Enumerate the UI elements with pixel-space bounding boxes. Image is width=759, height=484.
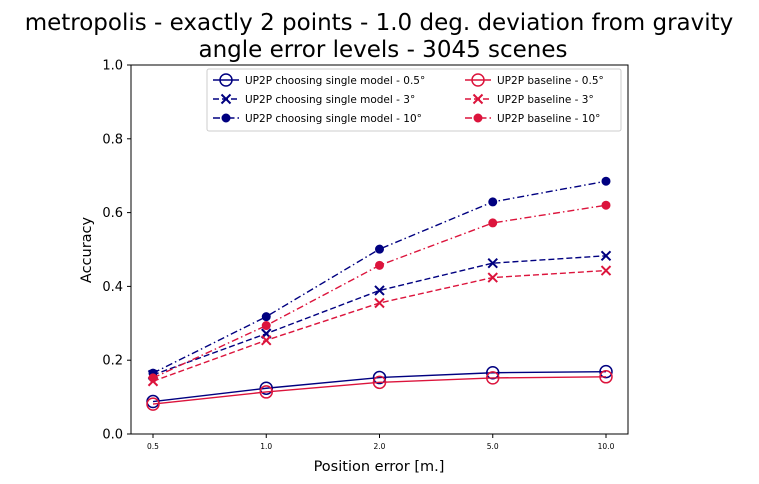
data-point <box>487 272 498 283</box>
data-point <box>146 397 160 411</box>
series-line <box>152 255 607 376</box>
data-point <box>372 375 387 390</box>
data-point <box>599 370 613 384</box>
data-point <box>599 364 613 379</box>
series-line <box>152 370 607 403</box>
y-tick-label: 0.0 <box>102 428 123 443</box>
legend-item: UP2P choosing single model - 3° <box>213 93 415 106</box>
data-point <box>471 73 485 87</box>
data-point <box>487 257 498 269</box>
legend-label: UP2P baseline - 0.5° <box>497 75 604 87</box>
data-point <box>486 365 500 380</box>
y-tick-label: 0.4 <box>102 280 123 295</box>
data-point <box>375 244 384 254</box>
data-point <box>488 197 498 207</box>
legend-item: UP2P choosing single model - 10° <box>213 113 422 125</box>
series-5 <box>148 200 611 383</box>
x-tick-label: 5.0 <box>487 442 499 451</box>
legend-item: UP2P choosing single model - 0.5° <box>213 73 425 87</box>
data-point <box>148 373 158 383</box>
chart-title-line-2: angle error levels - 3045 scenes <box>198 37 567 63</box>
legend-frame <box>206 68 622 132</box>
x-tick-label: 1.0 <box>260 442 272 451</box>
x-tick-label: 2.0 <box>374 442 386 451</box>
data-point <box>261 312 271 322</box>
data-point <box>486 371 500 385</box>
legend: UP2P choosing single model - 0.5° UP2P ch… <box>206 68 622 132</box>
data-point <box>219 73 233 87</box>
data-point <box>374 285 385 296</box>
y-tick-label: 0.8 <box>102 132 123 147</box>
data-point <box>372 370 387 385</box>
data-point <box>488 218 498 228</box>
series-3 <box>146 370 613 411</box>
data-point <box>601 200 611 210</box>
data-point <box>259 385 273 399</box>
data-point <box>261 321 271 331</box>
legend-label: UP2P choosing single model - 10° <box>245 113 422 125</box>
series-line <box>152 376 607 405</box>
data-point <box>259 381 273 395</box>
y-tick-label: 0.2 <box>102 354 123 369</box>
data-point <box>261 335 272 346</box>
x-axis-label: Position error [m.] <box>314 459 445 475</box>
legend-item: UP2P baseline - 10° <box>465 113 600 125</box>
data-point <box>221 113 231 123</box>
data-point <box>472 93 484 105</box>
y-tick-label: 0.6 <box>102 206 123 221</box>
x-tick-label: 0.5 <box>147 442 159 451</box>
legend-label: UP2P baseline - 10° <box>497 113 600 125</box>
data-point <box>473 113 483 123</box>
data-point <box>600 265 612 276</box>
data-point <box>375 260 384 270</box>
legend-item: UP2P baseline - 3° <box>465 93 594 106</box>
y-axis-label: Accuracy <box>79 216 95 283</box>
data-point <box>601 176 611 186</box>
x-tick-label: 10.0 <box>598 442 615 451</box>
series-4 <box>147 265 612 387</box>
data-point <box>220 93 232 105</box>
legend-label: UP2P choosing single model - 3° <box>245 94 415 106</box>
legend-item: UP2P baseline - 0.5° <box>465 73 604 87</box>
y-tick-label: 1.0 <box>102 59 123 74</box>
data-point <box>600 250 612 261</box>
legend-label: UP2P choosing single model - 0.5° <box>245 75 425 87</box>
data-point <box>374 297 385 309</box>
chart-title-line-1: metropolis - exactly 2 points - 1.0 deg.… <box>25 10 734 36</box>
legend-label: UP2P baseline - 3° <box>497 94 594 106</box>
